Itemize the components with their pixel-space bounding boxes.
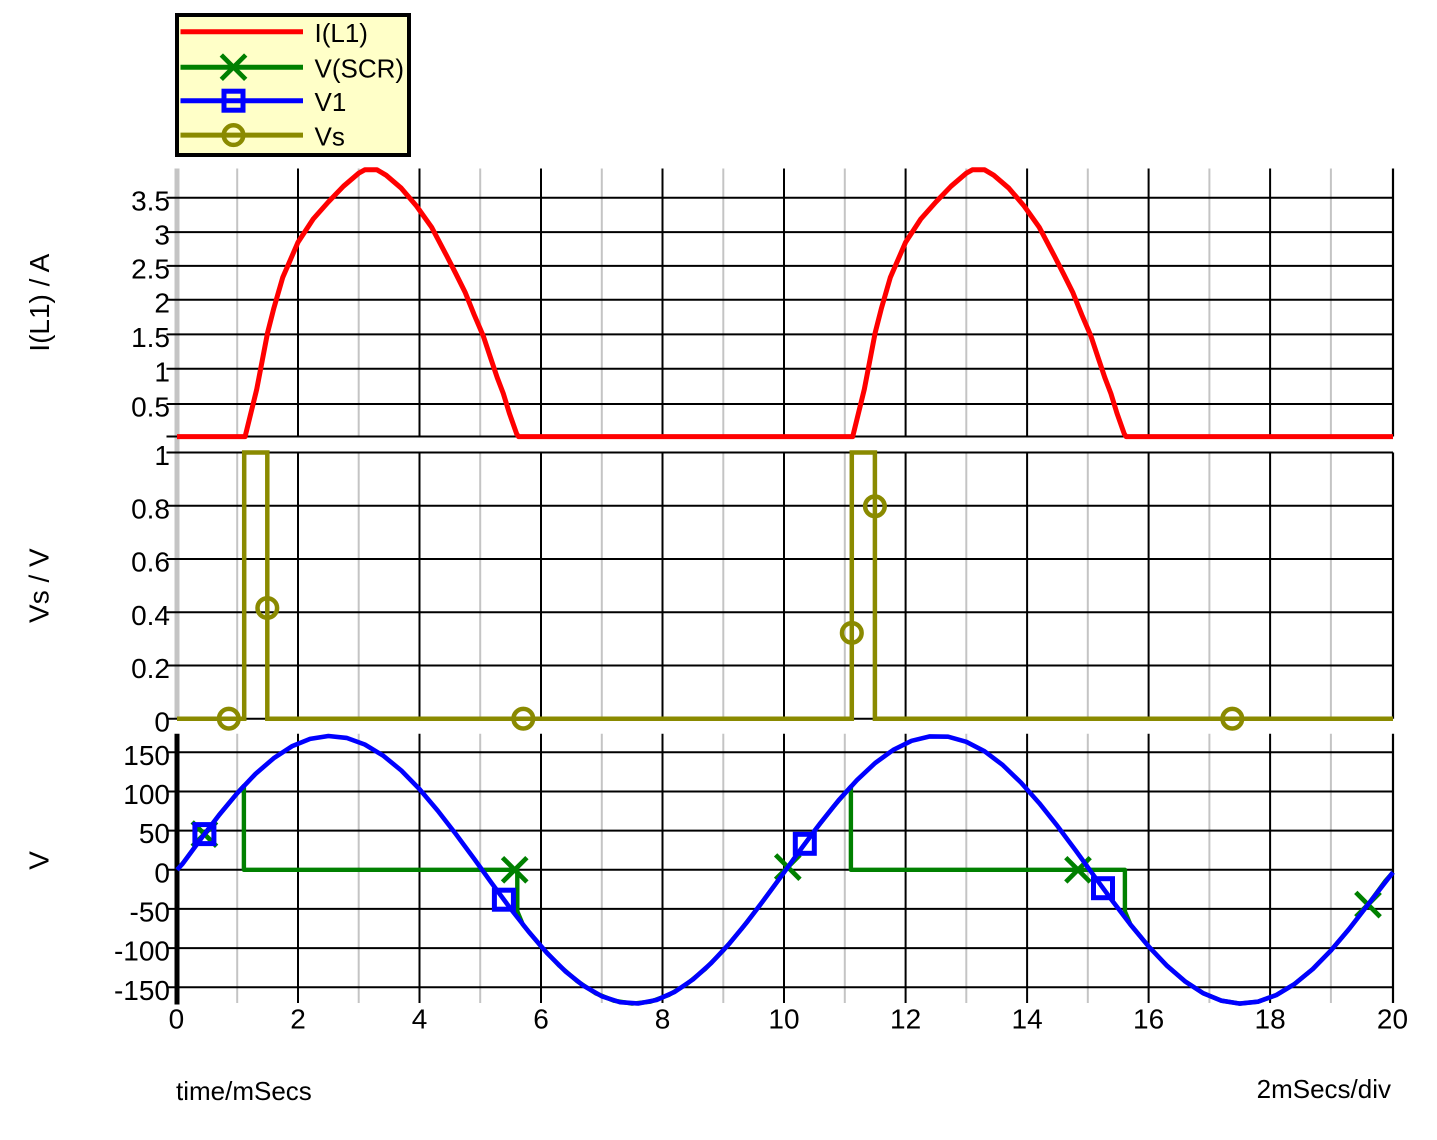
svg-text:2: 2 (290, 1004, 306, 1035)
svg-text:16: 16 (1133, 1004, 1164, 1035)
svg-text:0: 0 (169, 1004, 185, 1035)
svg-text:I(L1): I(L1) (315, 18, 368, 48)
svg-text:0: 0 (154, 706, 170, 737)
svg-text:14: 14 (1012, 1004, 1043, 1035)
svg-text:1.5: 1.5 (131, 322, 170, 353)
svg-text:0.4: 0.4 (131, 600, 170, 631)
svg-text:0.5: 0.5 (131, 392, 170, 423)
svg-text:12: 12 (890, 1004, 921, 1035)
svg-text:V: V (24, 851, 55, 870)
svg-text:50: 50 (139, 818, 170, 849)
svg-text:0.6: 0.6 (131, 547, 170, 578)
svg-text:Vs: Vs (315, 122, 345, 152)
svg-text:time/mSecs: time/mSecs (176, 1076, 312, 1106)
svg-text:2mSecs/div: 2mSecs/div (1257, 1074, 1391, 1104)
svg-text:2: 2 (154, 287, 170, 318)
svg-text:I(L1) / A: I(L1) / A (24, 253, 55, 351)
svg-text:100: 100 (123, 779, 170, 810)
svg-text:Vs / V: Vs / V (24, 548, 55, 623)
svg-text:-150: -150 (114, 975, 170, 1006)
svg-text:3: 3 (154, 220, 170, 251)
svg-text:2.5: 2.5 (131, 254, 170, 285)
svg-text:1: 1 (154, 356, 170, 387)
svg-text:-100: -100 (114, 936, 170, 967)
svg-text:10: 10 (768, 1004, 799, 1035)
svg-text:0.8: 0.8 (131, 493, 170, 524)
svg-text:V(SCR): V(SCR) (315, 54, 405, 84)
svg-text:20: 20 (1377, 1004, 1408, 1035)
svg-text:150: 150 (123, 740, 170, 771)
svg-text:8: 8 (655, 1004, 671, 1035)
svg-text:V1: V1 (315, 87, 347, 117)
svg-text:-50: -50 (130, 897, 170, 928)
svg-text:0.2: 0.2 (131, 653, 170, 684)
svg-text:0: 0 (154, 857, 170, 888)
svg-text:1: 1 (154, 440, 170, 471)
svg-text:4: 4 (412, 1004, 428, 1035)
svg-text:6: 6 (533, 1004, 549, 1035)
svg-text:3.5: 3.5 (131, 185, 170, 216)
svg-text:18: 18 (1255, 1004, 1286, 1035)
